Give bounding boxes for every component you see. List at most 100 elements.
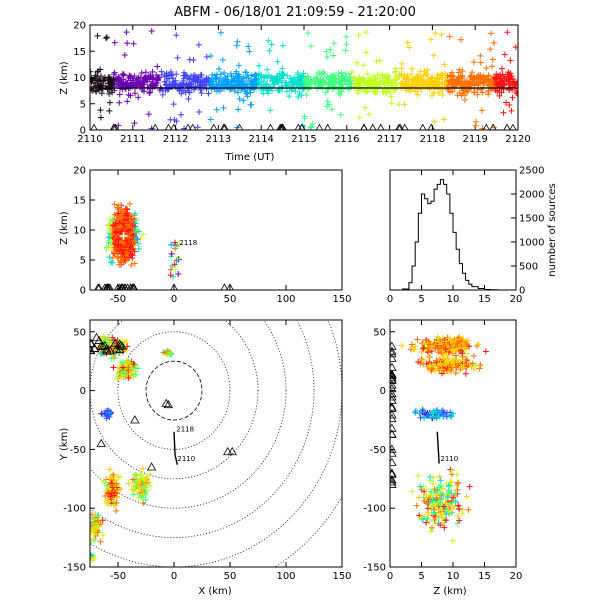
source-point — [123, 79, 130, 86]
source-point — [490, 39, 497, 46]
source-point — [427, 36, 434, 43]
source-point — [110, 482, 117, 489]
source-point — [420, 357, 427, 364]
source-point — [427, 341, 434, 348]
source-point — [128, 261, 135, 268]
flash-track — [436, 431, 440, 464]
source-point — [238, 75, 245, 82]
source-point — [432, 497, 439, 504]
source-point — [131, 120, 138, 127]
source-point — [126, 200, 133, 207]
source-point — [173, 32, 180, 39]
source-point — [331, 83, 338, 90]
source-point — [233, 42, 240, 49]
source-point — [116, 261, 123, 268]
source-point — [295, 94, 302, 101]
source-point — [124, 206, 131, 213]
source-point — [439, 91, 446, 98]
source-point — [513, 89, 518, 96]
source-point — [445, 354, 452, 361]
source-point — [389, 78, 396, 85]
source-point — [121, 52, 128, 59]
source-point — [480, 80, 487, 87]
source-point — [338, 69, 345, 76]
source-point — [447, 409, 454, 416]
source-point — [439, 72, 446, 79]
source-point — [430, 474, 437, 481]
source-point — [470, 352, 477, 359]
source-point — [174, 256, 181, 263]
source-point — [90, 516, 97, 523]
source-point — [279, 65, 286, 72]
source-point — [114, 253, 121, 260]
station-triangle — [390, 475, 397, 484]
source-point — [324, 73, 331, 80]
source-point — [475, 341, 482, 348]
source-point — [90, 515, 96, 522]
x-tick-label: 2112 — [163, 134, 188, 145]
source-point — [112, 249, 119, 256]
source-point — [168, 241, 175, 248]
station-triangle — [390, 423, 397, 432]
station-triangle — [226, 283, 234, 290]
source-point — [126, 72, 133, 79]
source-point — [203, 53, 210, 60]
source-point — [437, 499, 444, 506]
source-point — [399, 78, 406, 85]
source-point — [443, 75, 450, 82]
source-point — [139, 491, 146, 498]
source-point — [406, 44, 413, 51]
source-point — [441, 61, 448, 68]
station-triangle — [509, 123, 517, 130]
track-label: 2118 — [179, 239, 197, 247]
station-triangle — [111, 344, 122, 353]
source-point — [130, 491, 137, 498]
source-point — [455, 502, 462, 509]
source-point — [207, 116, 214, 123]
y-tick-label: 0 — [80, 386, 86, 397]
source-point — [446, 33, 453, 40]
y-tick-label: 20 — [73, 166, 86, 177]
source-point — [208, 76, 215, 83]
source-point — [203, 75, 210, 82]
source-point — [454, 481, 461, 488]
source-point — [443, 511, 450, 518]
y-tick-label: 5 — [80, 256, 86, 267]
source-point — [140, 499, 147, 506]
source-point — [431, 506, 438, 513]
source-point — [243, 90, 250, 97]
source-point — [438, 366, 445, 373]
source-point — [173, 257, 180, 264]
source-point — [123, 29, 130, 36]
source-point — [158, 85, 165, 92]
y-tick-label: 15 — [73, 47, 86, 58]
source-point — [324, 54, 331, 61]
source-point — [440, 409, 447, 416]
x-tick-label: 50 — [224, 294, 237, 305]
x-tick-label: -50 — [110, 571, 126, 582]
station-triangle — [94, 283, 102, 290]
source-point — [121, 254, 128, 261]
source-point — [459, 68, 466, 75]
source-point — [99, 411, 106, 418]
source-point — [440, 116, 447, 123]
source-point — [453, 364, 460, 371]
source-point — [330, 40, 337, 47]
x-tick-label: 5 — [418, 571, 424, 582]
source-point — [97, 350, 104, 357]
source-point — [103, 415, 110, 422]
source-point — [106, 254, 113, 261]
station-triangle — [503, 123, 511, 130]
source-point — [148, 125, 155, 130]
source-point — [203, 86, 210, 93]
source-point — [217, 71, 224, 78]
source-point — [423, 486, 430, 493]
source-point — [507, 70, 514, 77]
source-point — [448, 347, 455, 354]
station-triangle — [111, 123, 120, 130]
station-triangle — [390, 403, 397, 412]
source-point — [110, 471, 117, 478]
source-point — [99, 85, 106, 92]
source-point — [114, 204, 121, 211]
source-point — [471, 75, 478, 82]
